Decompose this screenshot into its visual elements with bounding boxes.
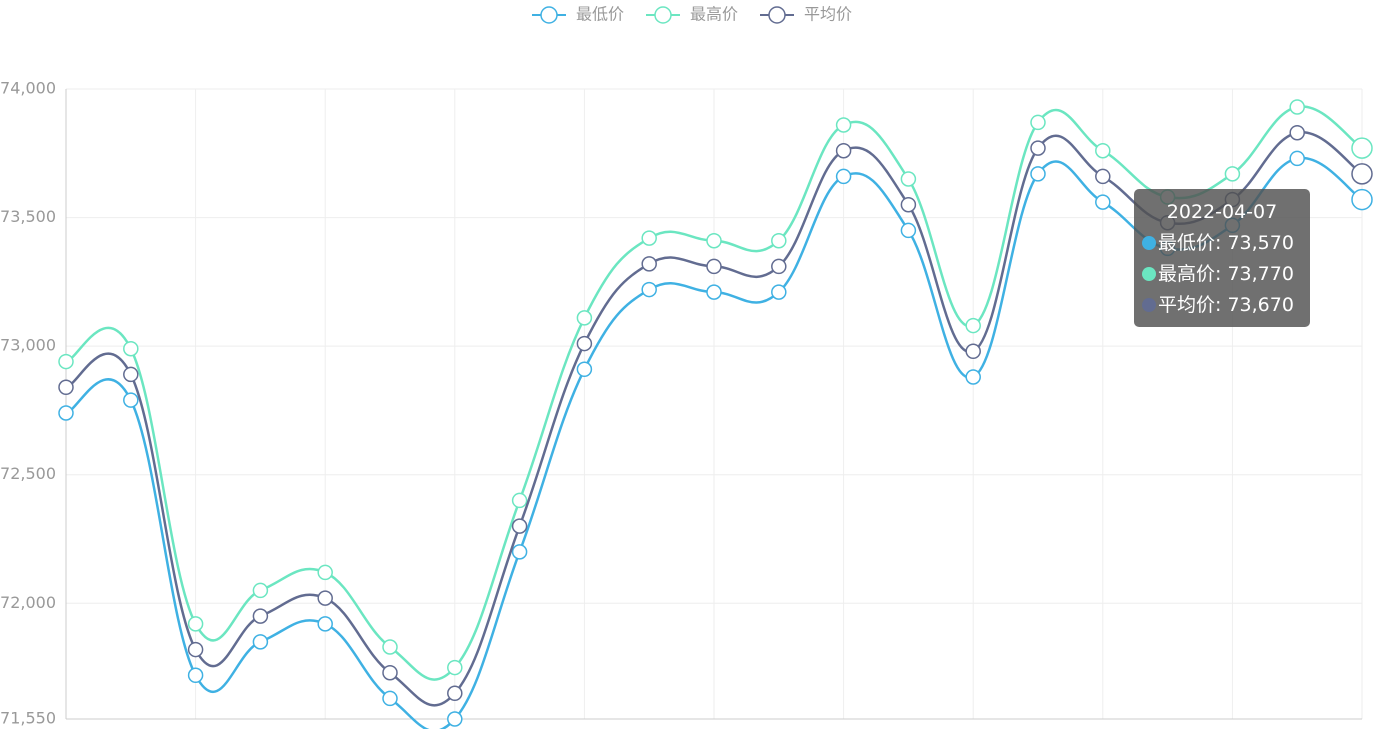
point: [965, 369, 981, 385]
tooltip-row: 平均价: 73,670: [1142, 292, 1310, 323]
y-tick-label: 73,500: [0, 207, 56, 226]
point: [706, 284, 722, 300]
point: [187, 641, 204, 658]
point: [1351, 163, 1373, 185]
point: [447, 685, 463, 702]
point: [1095, 168, 1111, 185]
point: [900, 196, 917, 213]
point: [1289, 124, 1305, 141]
point: [641, 256, 657, 272]
point: [771, 232, 787, 249]
point: [965, 317, 981, 334]
point: [1095, 142, 1111, 159]
tooltip-marker: [1142, 298, 1156, 312]
point: [382, 664, 398, 681]
y-tick-label: 72,500: [0, 464, 56, 483]
legend-label: 最低价: [576, 5, 624, 24]
tooltip-marker: [1142, 267, 1156, 281]
tooltip-text: 平均价: 73,670: [1158, 294, 1294, 316]
point: [123, 340, 139, 357]
point: [576, 335, 593, 352]
point: [1030, 166, 1046, 182]
point: [382, 639, 398, 655]
point: [252, 582, 269, 599]
point: [641, 281, 657, 298]
legend-label: 最高价: [690, 5, 738, 24]
point: [965, 343, 981, 360]
point: [317, 616, 333, 632]
tooltip-title: 2022-04-07: [1166, 201, 1278, 223]
point: [511, 518, 528, 534]
point: [58, 405, 74, 421]
point: [771, 284, 787, 300]
point: [511, 544, 528, 560]
tooltip-text: 最低价: 73,570: [1158, 232, 1294, 254]
point: [900, 222, 917, 239]
point: [123, 366, 139, 383]
y-tick-label: 71,550: [0, 709, 56, 728]
point: [317, 590, 333, 606]
point: [576, 361, 593, 378]
y-tick-label: 73,000: [0, 336, 56, 355]
legend-marker: [540, 6, 558, 24]
point: [1289, 150, 1305, 167]
point: [1030, 140, 1046, 156]
point: [123, 392, 139, 408]
point: [900, 171, 917, 187]
point: [835, 142, 852, 159]
point: [1224, 166, 1241, 182]
point: [706, 232, 722, 249]
point: [706, 258, 722, 275]
point: [1095, 194, 1111, 210]
legend-marker: [768, 6, 786, 24]
y-tick-label: 74,000: [0, 79, 56, 98]
point: [835, 117, 852, 133]
point: [1351, 137, 1373, 159]
point: [641, 230, 657, 246]
point: [1289, 99, 1305, 115]
y-tick-label: 72,000: [0, 593, 56, 612]
point: [1351, 188, 1373, 211]
point: [58, 379, 74, 396]
legend-marker: [654, 6, 672, 24]
point: [447, 711, 463, 727]
point: [1030, 114, 1046, 131]
point: [187, 616, 204, 632]
point: [382, 690, 398, 707]
point: [187, 667, 204, 684]
tooltip-marker: [1142, 236, 1156, 250]
point: [317, 564, 333, 581]
point: [252, 634, 269, 650]
point: [771, 258, 787, 275]
tooltip-row: 最高价: 73,770: [1142, 261, 1310, 292]
point: [511, 492, 528, 509]
legend-label: 平均价: [804, 5, 852, 24]
point: [835, 168, 852, 185]
tooltip-row: 最低价: 73,570: [1142, 230, 1310, 261]
point: [252, 608, 269, 624]
point: [447, 659, 463, 676]
point: [58, 353, 74, 370]
tooltip-text: 最高价: 73,770: [1158, 263, 1294, 285]
point: [576, 310, 593, 326]
tooltip: 2022-04-07 最低价: 73,570 最高价: 73,770 平均价: 73…: [1134, 189, 1310, 327]
